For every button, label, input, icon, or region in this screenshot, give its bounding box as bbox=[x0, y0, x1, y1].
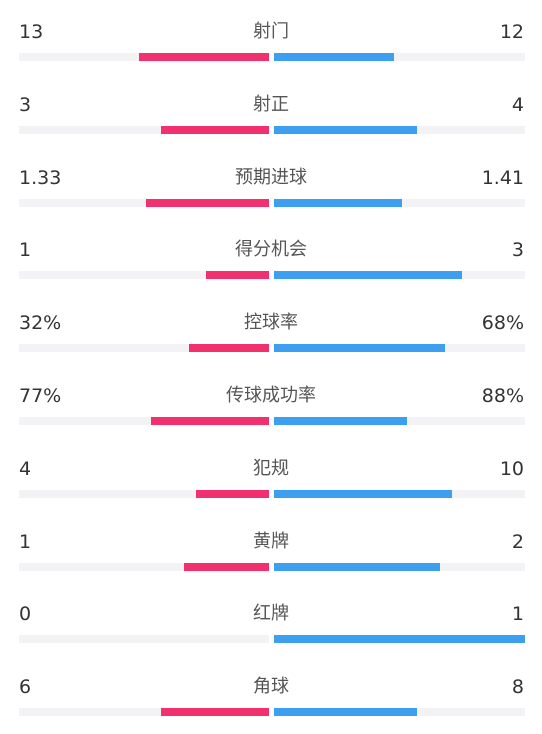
away-bar bbox=[274, 417, 407, 425]
home-bar bbox=[184, 562, 269, 571]
home-value: 6 bbox=[19, 676, 32, 699]
away-value: 1 bbox=[511, 603, 524, 626]
stat-row: 77% 传球成功率 88% bbox=[0, 364, 542, 436]
stat-label: 控球率 bbox=[244, 312, 298, 334]
home-bar bbox=[146, 198, 269, 207]
away-value: 2 bbox=[511, 530, 524, 553]
stat-row: 4 犯规 10 bbox=[0, 437, 542, 509]
home-bar-track bbox=[19, 417, 269, 425]
away-value: 10 bbox=[499, 457, 524, 480]
home-bar-track bbox=[19, 344, 269, 353]
stat-label: 角球 bbox=[253, 676, 289, 698]
stat-label: 得分机会 bbox=[235, 239, 307, 261]
away-bar bbox=[274, 53, 394, 61]
home-bar bbox=[196, 489, 269, 498]
away-value: 12 bbox=[499, 21, 524, 43]
home-value: 1 bbox=[19, 530, 32, 553]
home-bar-track bbox=[19, 708, 269, 717]
stat-label: 射正 bbox=[253, 93, 289, 115]
away-bar-track bbox=[274, 271, 525, 280]
home-bar bbox=[189, 344, 269, 353]
home-value: 1.33 bbox=[19, 166, 62, 189]
away-bar-track bbox=[274, 489, 525, 498]
stat-row: 32% 控球率 68% bbox=[0, 291, 542, 363]
stat-row: 13 射门 12 bbox=[0, 0, 542, 72]
home-bar bbox=[161, 125, 269, 134]
away-bar bbox=[274, 562, 440, 571]
away-bar-track bbox=[274, 125, 525, 134]
home-value: 32% bbox=[19, 312, 62, 335]
home-value: 4 bbox=[19, 457, 32, 480]
stat-label: 犯规 bbox=[253, 457, 289, 479]
stat-label: 传球成功率 bbox=[226, 385, 316, 406]
stat-label: 红牌 bbox=[253, 603, 289, 625]
away-bar bbox=[274, 271, 462, 280]
home-bar-track bbox=[19, 198, 269, 207]
home-bar-track bbox=[19, 489, 269, 498]
away-bar bbox=[274, 344, 445, 353]
home-bar-track bbox=[19, 562, 269, 571]
away-bar-track bbox=[274, 708, 525, 717]
away-bar bbox=[274, 635, 525, 644]
home-bar-track bbox=[19, 271, 269, 280]
stat-row: 1.33 预期进球 1.41 bbox=[0, 146, 542, 218]
away-bar-track bbox=[274, 344, 525, 353]
home-value: 3 bbox=[19, 93, 32, 116]
home-value: 0 bbox=[19, 603, 32, 626]
home-value: 1 bbox=[19, 239, 32, 262]
stat-label: 预期进球 bbox=[235, 166, 307, 188]
away-bar-track bbox=[274, 635, 525, 644]
stat-row: 3 射正 4 bbox=[0, 73, 542, 145]
away-value: 1.41 bbox=[481, 166, 524, 189]
home-bar-track bbox=[19, 53, 269, 61]
away-value: 3 bbox=[511, 239, 524, 262]
away-bar bbox=[274, 125, 417, 134]
home-bar bbox=[206, 271, 269, 280]
stat-label: 射门 bbox=[253, 21, 289, 42]
home-value: 13 bbox=[19, 21, 44, 43]
stat-row: 6 角球 8 bbox=[0, 655, 542, 727]
away-bar-track bbox=[274, 198, 525, 207]
away-value: 8 bbox=[511, 676, 524, 699]
home-bar-track bbox=[19, 125, 269, 134]
stat-row: 1 黄牌 2 bbox=[0, 510, 542, 582]
away-bar bbox=[274, 708, 417, 717]
stat-row: 0 红牌 1 bbox=[0, 582, 542, 654]
home-bar bbox=[151, 417, 269, 425]
stat-label: 黄牌 bbox=[253, 530, 289, 552]
away-bar-track bbox=[274, 53, 525, 61]
home-value: 77% bbox=[19, 385, 62, 407]
away-bar-track bbox=[274, 417, 525, 425]
away-value: 88% bbox=[481, 385, 524, 407]
away-value: 68% bbox=[481, 312, 524, 335]
away-bar bbox=[274, 489, 452, 498]
stat-row: 1 得分机会 3 bbox=[0, 218, 542, 290]
home-bar bbox=[139, 53, 269, 61]
home-bar-track bbox=[19, 635, 269, 644]
away-value: 4 bbox=[511, 93, 524, 116]
away-bar-track bbox=[274, 562, 525, 571]
home-bar bbox=[161, 708, 269, 717]
away-bar bbox=[274, 198, 402, 207]
